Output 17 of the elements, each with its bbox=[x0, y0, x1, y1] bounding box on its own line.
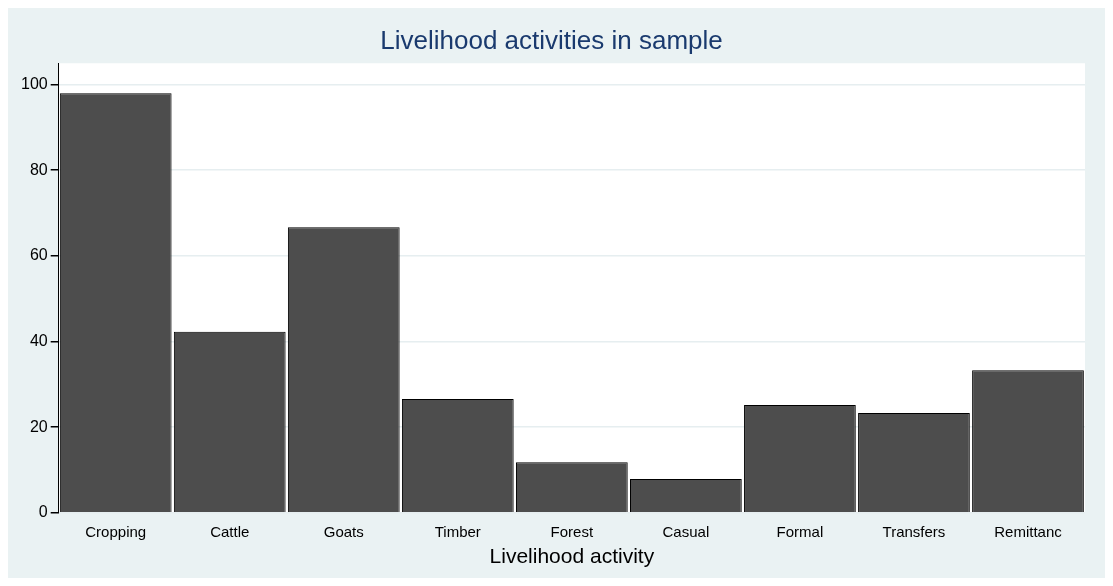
y-tick-label: 80 bbox=[29, 160, 48, 178]
y-tick-label: 0 bbox=[38, 503, 48, 521]
x-tick-label: Goats bbox=[323, 522, 364, 540]
x-tick-label: Remittanc bbox=[994, 522, 1063, 540]
y-tick-label: 20 bbox=[29, 417, 48, 435]
x-tick-label: Formal bbox=[776, 522, 824, 540]
x-tick-label: Casual bbox=[662, 522, 710, 540]
x-tick-label: Transfers bbox=[882, 522, 946, 540]
chart-title: Livelihood activities in sample bbox=[380, 24, 723, 55]
y-tick-label: 100 bbox=[20, 75, 48, 93]
y-tick-label: 40 bbox=[29, 331, 48, 349]
x-tick-label: Forest bbox=[550, 522, 594, 540]
x-tick-label: Cattle bbox=[210, 522, 250, 540]
x-tick-label: Cropping bbox=[85, 522, 147, 540]
y-tick-label: 60 bbox=[29, 246, 48, 264]
x-axis-title: Livelihood activity bbox=[489, 544, 655, 568]
x-tick-label: Timber bbox=[434, 522, 481, 540]
